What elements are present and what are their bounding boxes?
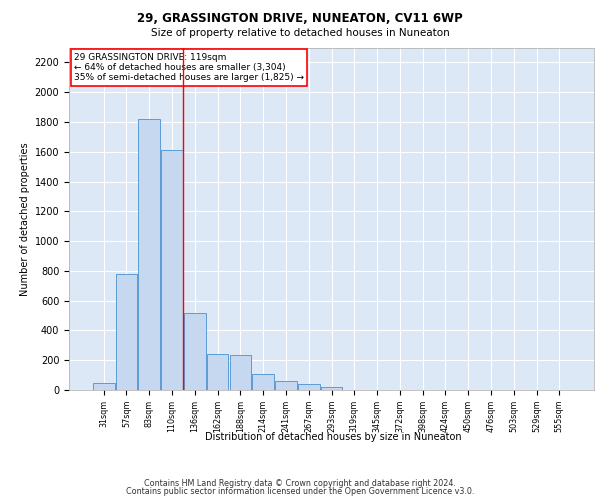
Bar xyxy=(230,355,251,390)
Bar xyxy=(93,382,115,390)
Bar xyxy=(298,384,320,390)
Bar xyxy=(320,387,343,390)
Text: Distribution of detached houses by size in Nuneaton: Distribution of detached houses by size … xyxy=(205,432,461,442)
Bar xyxy=(139,119,160,390)
Bar xyxy=(207,354,229,390)
Bar xyxy=(161,150,183,390)
Text: 29 GRASSINGTON DRIVE: 119sqm
← 64% of detached houses are smaller (3,304)
35% of: 29 GRASSINGTON DRIVE: 119sqm ← 64% of de… xyxy=(74,52,304,82)
Y-axis label: Number of detached properties: Number of detached properties xyxy=(20,142,31,296)
Text: Size of property relative to detached houses in Nuneaton: Size of property relative to detached ho… xyxy=(151,28,449,38)
Text: 29, GRASSINGTON DRIVE, NUNEATON, CV11 6WP: 29, GRASSINGTON DRIVE, NUNEATON, CV11 6W… xyxy=(137,12,463,26)
Bar xyxy=(275,381,297,390)
Bar xyxy=(116,274,137,390)
Bar xyxy=(253,374,274,390)
Bar xyxy=(184,312,206,390)
Text: Contains HM Land Registry data © Crown copyright and database right 2024.: Contains HM Land Registry data © Crown c… xyxy=(144,478,456,488)
Text: Contains public sector information licensed under the Open Government Licence v3: Contains public sector information licen… xyxy=(126,487,474,496)
